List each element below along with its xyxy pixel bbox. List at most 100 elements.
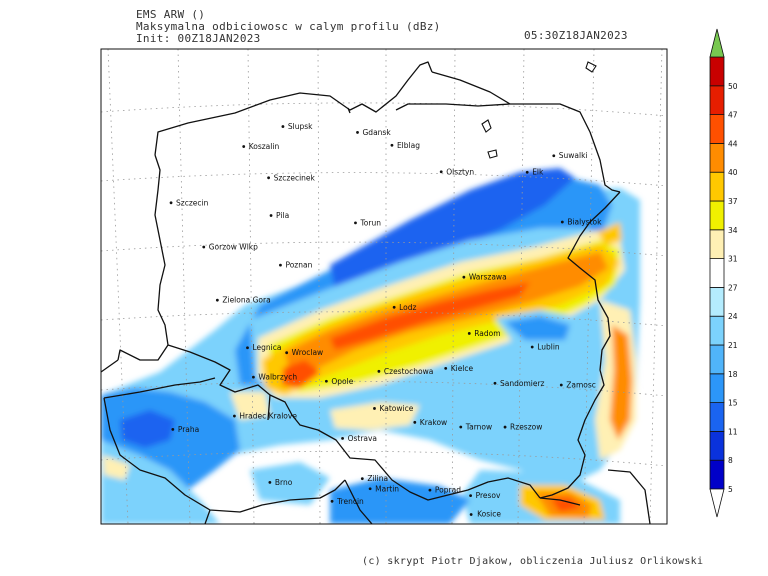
- city-marker: Warszawa: [462, 273, 507, 282]
- colorbar-level-label: 37: [728, 197, 738, 206]
- city-dot: [469, 494, 472, 498]
- city-label: Walbrzych: [258, 373, 297, 382]
- credit-line: (c) skrypt Piotr Djakow, obliczenia Juli…: [362, 556, 704, 567]
- city-marker: Koszalin: [242, 142, 279, 151]
- city-label: Zielona Gora: [222, 296, 270, 305]
- city-marker: Poznan: [279, 261, 313, 270]
- colorbar-under-triangle: [709, 488, 725, 518]
- city-dot: [169, 201, 173, 205]
- colorbar-level-label: 47: [728, 111, 738, 120]
- city-dot: [525, 170, 529, 174]
- colorbar-level-label: 27: [728, 283, 738, 292]
- city-marker: Katowice: [373, 404, 414, 413]
- city-label: Ostrava: [348, 434, 377, 443]
- city-label: Bialystok: [567, 217, 602, 226]
- city-dot: [552, 154, 556, 158]
- colorbar-over-triangle: [709, 28, 725, 58]
- city-marker: Trencin: [330, 497, 364, 506]
- colorbar-level-label: 44: [728, 139, 738, 148]
- city-dot: [459, 425, 463, 429]
- colorbar-swatch: [709, 373, 725, 403]
- city-marker: Suwalki: [552, 151, 588, 160]
- city-marker: Presov: [469, 491, 501, 500]
- city-dot: [493, 381, 497, 385]
- colorbar-level-label: 8: [728, 456, 733, 465]
- city-marker: Kielce: [444, 364, 474, 373]
- colorbar-swatch: [709, 171, 725, 202]
- city-label: Suwalki: [559, 151, 588, 160]
- city-label: Poprad: [435, 486, 461, 495]
- city-label: Tarnow: [465, 422, 492, 431]
- city-dot: [428, 488, 432, 492]
- city-label: Legnica: [252, 343, 281, 352]
- city-marker: Martin: [368, 484, 399, 493]
- city-marker: Slupsk: [281, 122, 313, 131]
- city-marker: Wroclaw: [285, 348, 323, 357]
- city-label: Trencin: [336, 497, 364, 506]
- city-label: Poznan: [285, 261, 312, 270]
- city-marker: Brno: [268, 478, 293, 487]
- city-marker: Torun: [354, 218, 381, 227]
- city-marker: Olsztyn: [439, 167, 474, 176]
- colorbar-level-label: 18: [728, 370, 738, 379]
- city-dot: [341, 436, 344, 440]
- colorbar-swatch: [709, 402, 725, 432]
- lakes: [481, 61, 597, 159]
- colorbar-swatch: [709, 85, 725, 116]
- city-markers: Slupsk Gdansk Koszalin Elblag Suwalki Szczeci…: [169, 122, 602, 519]
- city-label: Czestochowa: [384, 367, 433, 376]
- city-marker: Szczecinek: [267, 173, 316, 182]
- city-marker: Radom: [467, 329, 501, 338]
- city-marker: Gorzow Wlkp: [202, 242, 258, 251]
- city-label: Szczecinek: [274, 173, 316, 182]
- colorbar-level-label: 24: [728, 312, 738, 321]
- colorbar-level-label: 15: [728, 399, 738, 408]
- city-dot: [356, 131, 359, 134]
- city-marker: Pila: [269, 211, 289, 220]
- city-dot: [233, 414, 236, 418]
- city-label: Rzeszow: [510, 423, 542, 432]
- city-dot: [530, 345, 534, 349]
- city-label: Praha: [178, 425, 199, 434]
- city-label: Pila: [276, 211, 289, 220]
- city-dot: [268, 480, 272, 484]
- city-marker: Rzeszow: [503, 423, 542, 432]
- city-label: Koszalin: [249, 142, 280, 151]
- city-dot: [377, 369, 381, 373]
- city-label: Elk: [532, 168, 544, 177]
- city-label: Torun: [359, 218, 381, 227]
- city-dot: [279, 263, 282, 267]
- city-label: Lublin: [537, 342, 560, 351]
- colorbar-swatch: [709, 114, 725, 144]
- city-label: Lodz: [399, 303, 416, 312]
- city-marker: Elblag: [390, 141, 420, 150]
- colorbar-swatch: [709, 229, 725, 260]
- city-marker: Czestochowa: [377, 367, 433, 376]
- city-dot: [360, 477, 364, 481]
- colorbar-swatch: [709, 286, 725, 317]
- reflectivity-field: [101, 168, 640, 524]
- city-marker: Zamosc: [559, 380, 596, 389]
- lat-lon-grid: [101, 49, 667, 524]
- valid-time: 05:30Z18JAN2023: [524, 29, 628, 42]
- city-label: Krakow: [420, 418, 447, 427]
- model-title: EMS ARW (): [136, 8, 206, 21]
- city-label: Szczecin: [176, 198, 209, 207]
- city-dot: [368, 487, 372, 491]
- city-dot: [467, 332, 471, 335]
- city-label: Katowice: [379, 404, 413, 413]
- city-dot: [503, 425, 507, 429]
- city-dot: [373, 407, 376, 410]
- field-title: Maksymalna odbiciowosc w calym profilu (…: [136, 20, 441, 33]
- city-label: Zamosc: [566, 380, 596, 389]
- city-label: Hradec Kralove: [239, 412, 297, 421]
- colorbar-swatch: [709, 315, 725, 346]
- city-marker: Zilina: [360, 474, 388, 483]
- city-label: Warszawa: [469, 273, 507, 282]
- city-label: Wroclaw: [292, 348, 324, 357]
- city-label: Gdansk: [363, 128, 392, 137]
- colorbar-level-label: 21: [728, 341, 738, 350]
- city-marker: Szczecin: [169, 198, 209, 207]
- city-marker: Bialystok: [560, 217, 602, 226]
